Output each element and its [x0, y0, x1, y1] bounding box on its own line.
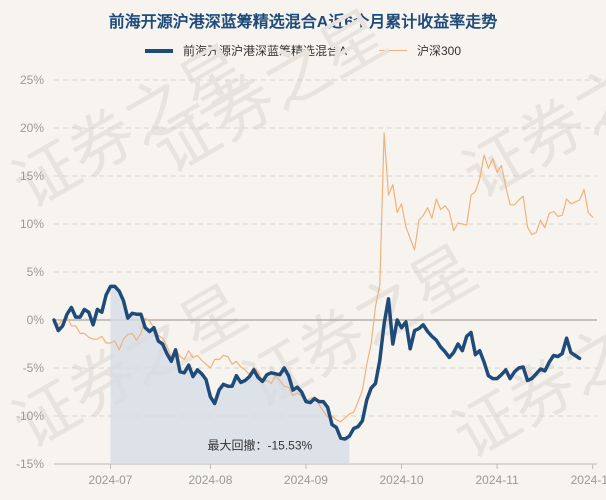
legend-swatch-fund — [144, 48, 173, 53]
x-tick-label: 2024-07 — [88, 473, 132, 487]
chart-title: 前海开源沪港深蓝筹精选混合A近6个月累计收益率走势 — [108, 14, 498, 31]
y-tick-label: 10% — [20, 217, 44, 231]
watermark-text: 证券之星 — [441, 282, 606, 472]
y-tick-label: -10% — [16, 409, 44, 423]
y-tick-label: 20% — [20, 121, 44, 135]
max-drawdown-label: 最大回撤：-15.53% — [207, 438, 312, 453]
x-tick-label: 2024-09 — [284, 473, 328, 487]
x-tick-label: 2024-10 — [379, 473, 423, 487]
y-tick-label: 5% — [27, 265, 45, 279]
y-tick-label: -5% — [23, 361, 45, 375]
y-tick-label: 25% — [20, 73, 44, 87]
y-tick-label: 0% — [27, 313, 45, 327]
y-tick-label: -15% — [16, 457, 44, 471]
x-tick-label: 2024-12 — [571, 473, 606, 487]
legend-item-index[interactable]: 沪深300 — [378, 42, 462, 59]
watermark-text: 证券之星 — [451, 22, 606, 212]
series-line-fund — [52, 284, 582, 441]
x-tick-label: 2024-08 — [188, 473, 232, 487]
chart-legend: 前海开源沪港深蓝筹精选混合A 沪深300 — [0, 42, 606, 59]
x-tick-label: 2024-11 — [476, 473, 519, 487]
legend-label-fund: 前海开源沪港深蓝筹精选混合A — [182, 44, 347, 58]
legend-item-fund[interactable]: 前海开源沪港深蓝筹精选混合A — [144, 42, 347, 59]
legend-swatch-index — [378, 50, 407, 51]
max-drawdown-area — [110, 286, 350, 464]
legend-label-index: 沪深300 — [416, 44, 462, 58]
y-tick-label: 15% — [20, 169, 44, 183]
